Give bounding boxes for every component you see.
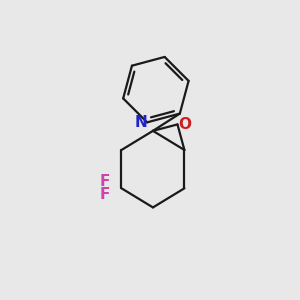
Text: O: O bbox=[178, 117, 191, 132]
Text: N: N bbox=[134, 115, 147, 130]
Text: F: F bbox=[100, 174, 110, 189]
Text: F: F bbox=[100, 187, 110, 202]
